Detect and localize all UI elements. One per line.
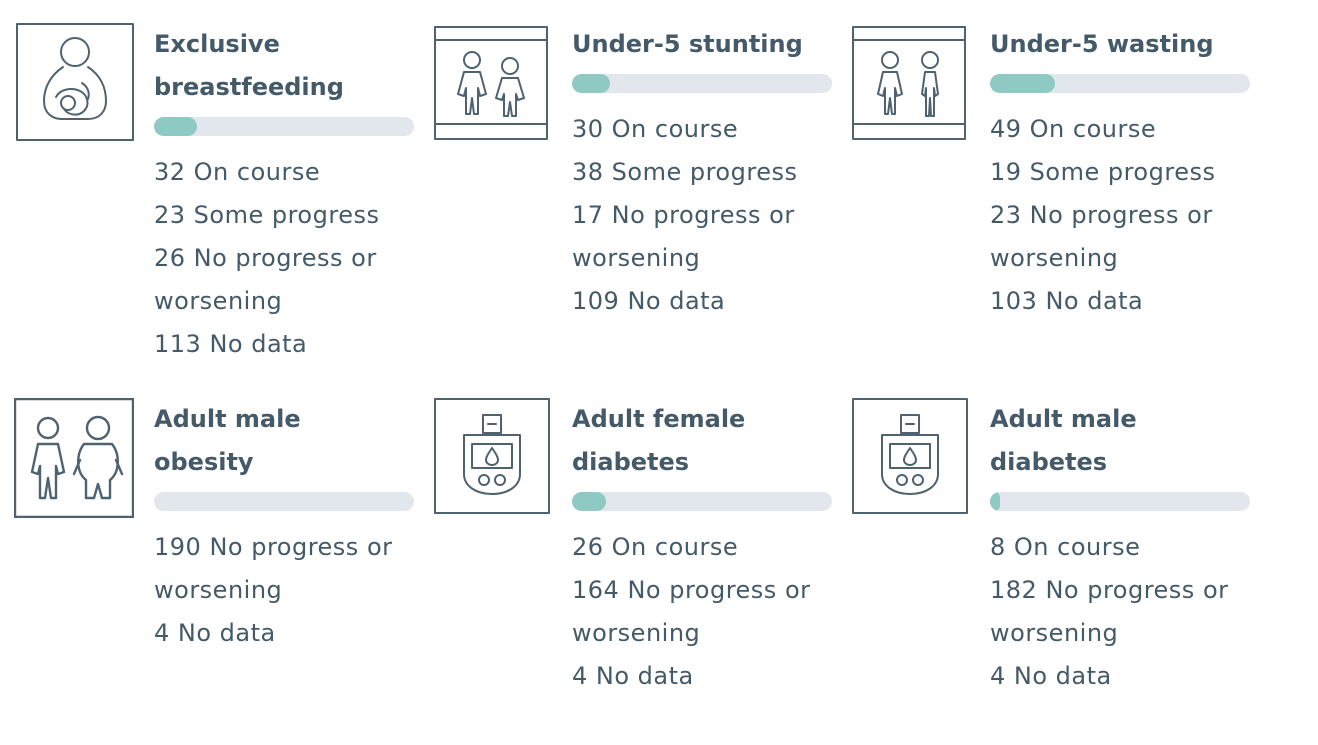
progress-bar xyxy=(154,492,414,511)
stats-list: 49 On course 19 Some progress 23 No prog… xyxy=(990,108,1252,323)
stat-line: 4 No data xyxy=(154,619,276,647)
card-title: Adult female diabetes xyxy=(572,405,746,476)
progress-bar xyxy=(572,492,832,511)
card-content: Under-5 wasting 49 On course 19 Some pro… xyxy=(990,23,1252,323)
card-title: Under-5 wasting xyxy=(990,30,1214,58)
progress-bar xyxy=(990,74,1250,93)
stats-list: 26 On course 164 No progress or worsenin… xyxy=(572,526,834,698)
progress-bar-fill xyxy=(990,492,1001,511)
glucose-meter-icon xyxy=(852,398,968,514)
stat-line: 38 Some progress xyxy=(572,158,798,186)
two-children-icon xyxy=(434,26,548,140)
glucose-meter-icon xyxy=(434,398,550,514)
progress-bar xyxy=(572,74,832,93)
progress-bar-fill xyxy=(154,117,197,136)
stat-line: 164 No progress or worsening xyxy=(572,576,811,647)
card-title: Adult male diabetes xyxy=(990,405,1137,476)
card-title: Under-5 stunting xyxy=(572,30,803,58)
stats-list: 8 On course 182 No progress or worsening… xyxy=(990,526,1252,698)
stat-line: 23 No progress or worsening xyxy=(990,201,1213,272)
stat-line: 8 On course xyxy=(990,533,1141,561)
card-content: Adult male obesity 190 No progress or wo… xyxy=(154,398,416,655)
card-content: Adult female diabetes 26 On course 164 N… xyxy=(572,398,834,698)
stat-line: 30 On course xyxy=(572,115,739,143)
progress-bar-fill xyxy=(990,74,1055,93)
stat-line: 190 No progress or worsening xyxy=(154,533,393,604)
stat-line: 113 No data xyxy=(154,330,308,358)
stat-line: 17 No progress or worsening xyxy=(572,201,795,272)
stat-line: 32 On course xyxy=(154,158,321,186)
stat-line: 103 No data xyxy=(990,287,1144,315)
card-content: Adult male diabetes 8 On course 182 No p… xyxy=(990,398,1252,698)
stat-line: 4 No data xyxy=(572,662,694,690)
card-title: Adult male obesity xyxy=(154,405,301,476)
card-content: Under-5 stunting 30 On course 38 Some pr… xyxy=(572,23,834,323)
progress-bar xyxy=(154,117,414,136)
two-children-thin-icon xyxy=(852,26,966,140)
stats-list: 190 No progress or worsening 4 No data xyxy=(154,526,416,655)
card-title: Exclusive breastfeeding xyxy=(154,30,344,101)
stat-line: 23 Some progress xyxy=(154,201,380,229)
stats-list: 30 On course 38 Some progress 17 No prog… xyxy=(572,108,834,323)
stat-line: 19 Some progress xyxy=(990,158,1216,186)
progress-bar-fill xyxy=(572,74,610,93)
stat-line: 4 No data xyxy=(990,662,1112,690)
adults-obesity-icon xyxy=(14,398,134,518)
stat-line: 109 No data xyxy=(572,287,726,315)
card-content: Exclusive breastfeeding 32 On course 23 … xyxy=(154,23,416,366)
stat-line: 182 No progress or worsening xyxy=(990,576,1229,647)
stats-list: 32 On course 23 Some progress 26 No prog… xyxy=(154,151,416,366)
progress-bar-fill xyxy=(572,492,606,511)
stat-line: 49 On course xyxy=(990,115,1157,143)
progress-bar xyxy=(990,492,1250,511)
stat-line: 26 On course xyxy=(572,533,739,561)
mother-breastfeeding-icon xyxy=(16,23,134,141)
stat-line: 26 No progress or worsening xyxy=(154,244,377,315)
